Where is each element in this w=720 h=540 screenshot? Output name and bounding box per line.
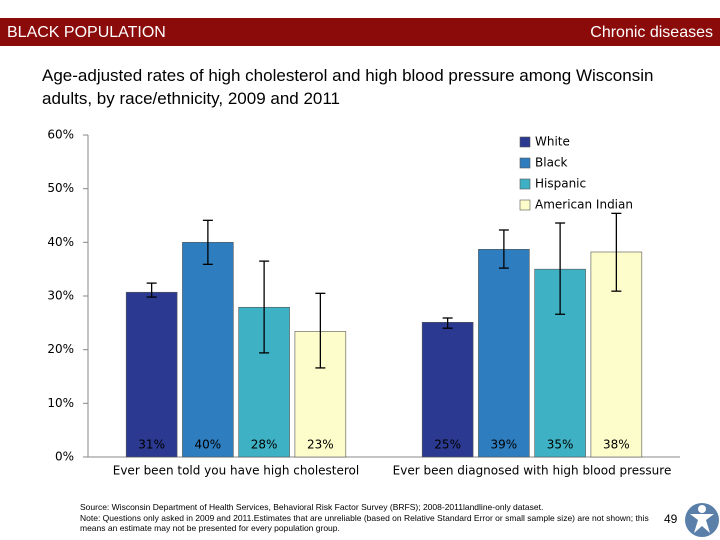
y-tick-label: 30%	[47, 289, 74, 303]
y-tick-label: 50%	[47, 181, 74, 195]
value-label: 38%	[603, 438, 630, 452]
value-label: 28%	[251, 438, 278, 452]
page-number: 49	[664, 512, 678, 526]
y-tick-label: 10%	[47, 396, 74, 410]
y-tick-label: 60%	[47, 128, 74, 142]
legend-swatch	[519, 136, 531, 148]
legend-swatch	[519, 157, 531, 169]
legend-label: American Indian	[535, 198, 633, 212]
header-right: Chronic diseases	[590, 24, 713, 41]
y-tick-label: 0%	[55, 450, 74, 464]
header-left: BLACK POPULATION	[7, 24, 166, 41]
header-bar	[0, 18, 720, 46]
note: Note: Questions only asked in 2009 and 2…	[80, 512, 649, 534]
x-tick-label: Ever been told you have high cholesterol	[113, 464, 359, 478]
y-tick-label: 40%	[47, 235, 74, 249]
bar	[478, 249, 530, 458]
x-tick-label: Ever been diagnosed with high blood pres…	[393, 464, 672, 478]
logo	[685, 503, 719, 537]
legend-label: Black	[535, 156, 568, 170]
value-label: 35%	[547, 438, 574, 452]
legend-swatch	[519, 199, 531, 211]
legend-swatch	[519, 178, 531, 190]
footer: Source: Wisconsin Department of Health S…	[80, 502, 670, 534]
value-label: 23%	[307, 438, 334, 452]
value-label: 31%	[138, 438, 165, 452]
chart-title: Age-adjusted rates of high cholesterol a…	[42, 66, 654, 108]
value-label: 40%	[195, 438, 222, 452]
value-label: 25%	[434, 438, 461, 452]
legend-label: White	[535, 135, 570, 149]
y-tick-label: 20%	[47, 342, 74, 356]
legend-label: Hispanic	[535, 177, 586, 191]
source: Source: Wisconsin Department of Health S…	[80, 502, 544, 512]
bar	[182, 242, 234, 458]
bar	[125, 291, 178, 458]
value-label: 39%	[491, 438, 518, 452]
